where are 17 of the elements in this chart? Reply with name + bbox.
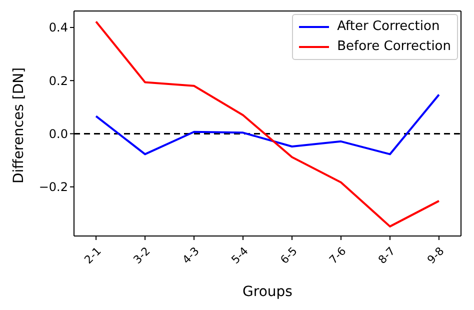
y-tick-label: −0.2 — [38, 180, 68, 194]
x-tick-label: 4-3 — [180, 244, 202, 266]
x-tick-label: 6-5 — [278, 244, 300, 266]
x-tick-label: 3-2 — [130, 244, 153, 266]
x-axis-title: Groups — [242, 284, 292, 300]
x-tick-label: 2-1 — [82, 244, 104, 266]
x-tick-label: 8-7 — [376, 244, 398, 266]
line-series — [95, 94, 440, 156]
x-tick-label: 9-8 — [424, 244, 447, 266]
y-axis-title: Differences [DN] — [10, 67, 27, 184]
y-tick-label: 0.0 — [48, 126, 68, 141]
x-tick-label: 5-4 — [228, 244, 251, 266]
legend-label: Before Correction — [337, 38, 451, 56]
y-tick-label: 0.2 — [48, 74, 68, 88]
y-tick-label: 0.4 — [48, 20, 68, 35]
x-tick-label: 7-6 — [326, 244, 349, 266]
legend-label: After Correction — [337, 18, 440, 36]
